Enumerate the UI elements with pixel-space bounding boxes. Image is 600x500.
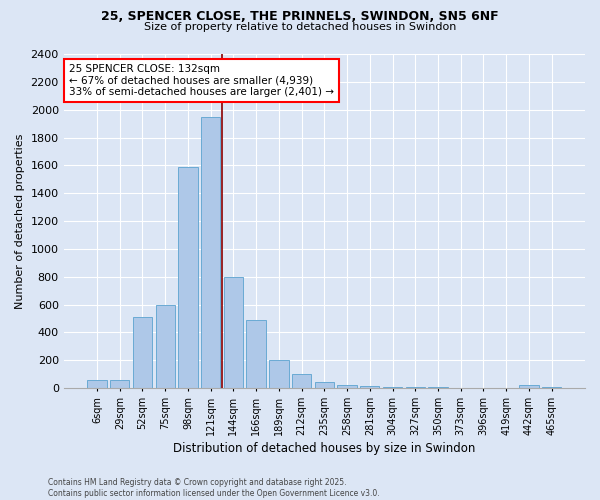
Bar (201, 116, 220, 388)
Bar (360, 386, 379, 388)
Text: 25, SPENCER CLOSE, THE PRINNELS, SWINDON, SN5 6NF: 25, SPENCER CLOSE, THE PRINNELS, SWINDON… (101, 10, 499, 23)
Bar (292, 374, 311, 388)
Text: 25 SPENCER CLOSE: 132sqm
← 67% of detached houses are smaller (4,939)
33% of sem: 25 SPENCER CLOSE: 132sqm ← 67% of detach… (69, 64, 334, 97)
Bar (110, 380, 130, 388)
Bar (247, 320, 266, 388)
Bar (133, 317, 152, 388)
Bar (519, 386, 539, 388)
Bar (224, 276, 243, 388)
Bar (269, 360, 289, 388)
Text: Size of property relative to detached houses in Swindon: Size of property relative to detached ho… (144, 22, 456, 32)
Bar (88, 380, 107, 388)
Bar (178, 166, 197, 388)
Bar (155, 304, 175, 388)
Bar (383, 386, 402, 388)
Bar (314, 382, 334, 388)
X-axis label: Distribution of detached houses by size in Swindon: Distribution of detached houses by size … (173, 442, 476, 455)
Bar (337, 386, 357, 388)
Y-axis label: Number of detached properties: Number of detached properties (15, 134, 25, 308)
Text: Contains HM Land Registry data © Crown copyright and database right 2025.
Contai: Contains HM Land Registry data © Crown c… (48, 478, 380, 498)
